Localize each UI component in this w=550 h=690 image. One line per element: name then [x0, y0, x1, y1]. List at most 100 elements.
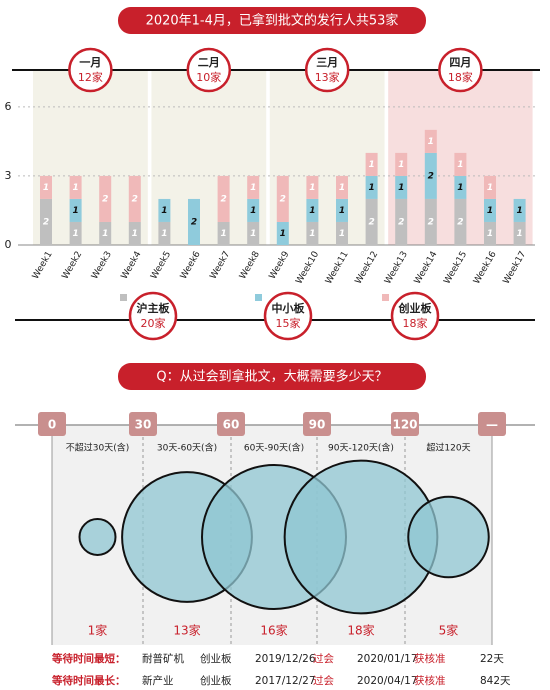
table-cell: 创业板: [200, 674, 232, 687]
month-badge: [438, 47, 483, 93]
data-label: 1: [457, 183, 463, 193]
month-total: 18家: [448, 70, 473, 84]
bar-segment: [99, 175, 112, 222]
bar-segment: [336, 175, 348, 199]
legend-swatch: [382, 294, 389, 301]
x-tick-label: Week9: [268, 250, 292, 282]
bar-segment: [306, 221, 319, 245]
data-label: 2: [398, 217, 404, 227]
chart-title: 2020年1-4月，已拿到批文的发行人共53家: [146, 13, 399, 29]
interval-label: —: [486, 418, 498, 432]
data-label: 2: [220, 194, 226, 204]
bar-segment: [306, 175, 319, 199]
bar-segment: [365, 152, 378, 176]
interval-label: 60: [223, 418, 240, 432]
data-label: 1: [516, 229, 522, 239]
bar-segment: [247, 198, 260, 222]
data-label: 1: [368, 183, 374, 193]
x-tick-label: Week1: [31, 250, 55, 281]
month-badge: [304, 47, 350, 93]
x-tick-label: Week12: [354, 250, 381, 286]
x-tick-label: Week7: [209, 250, 233, 281]
month-badge: [68, 47, 113, 93]
bar-segment: [454, 198, 467, 245]
value-label: 1家: [88, 623, 108, 638]
month-total: 12家: [78, 70, 103, 84]
month-band: [151, 70, 267, 245]
data-label: 2: [428, 171, 434, 181]
data-label: 1: [102, 229, 108, 239]
data-label: 1: [280, 229, 286, 239]
value-label: 13家: [173, 623, 200, 638]
data-label: 1: [72, 206, 78, 216]
x-tick-label: Week5: [149, 250, 173, 281]
value-label: 5家: [439, 623, 459, 638]
bar-segment: [99, 221, 112, 245]
data-label: 1: [339, 183, 345, 193]
x-tick-label: Week14: [413, 250, 440, 287]
data-label: 1: [487, 183, 493, 193]
bar-segment: [424, 129, 437, 153]
bar-segment: [128, 221, 141, 245]
bar-segment: [276, 221, 289, 245]
data-label: 2: [191, 217, 197, 227]
data-label: 1: [339, 229, 345, 239]
month-label: 三月: [316, 56, 338, 69]
interval-box: [38, 412, 66, 436]
month-badge: [186, 47, 232, 93]
table-cell: 22天: [480, 653, 504, 665]
bar-segment: [365, 198, 378, 245]
bar-segment: [217, 221, 230, 245]
x-tick-label: Week16: [472, 250, 499, 287]
category-label: 不超过30天(含): [66, 442, 129, 454]
value-label: 16家: [260, 623, 287, 638]
bar-segment: [395, 175, 408, 199]
interval-box: [217, 412, 245, 436]
data-label: 1: [309, 229, 315, 239]
legend-label: 创业板: [398, 301, 433, 315]
data-label: 1: [339, 206, 345, 216]
x-tick-label: Week3: [90, 250, 114, 281]
bar-segment: [336, 221, 348, 245]
data-label: 1: [516, 206, 522, 216]
bar-segment: [395, 198, 408, 245]
interval-label: 90: [309, 418, 326, 432]
table-cell: 过会: [313, 652, 334, 665]
legend-label: 中小板: [272, 301, 306, 315]
table-cell: 创业板: [200, 652, 232, 665]
legend-label: 沪主板: [137, 301, 171, 315]
bar-segment: [336, 198, 348, 222]
data-label: 2: [43, 217, 49, 227]
data-label: 1: [309, 206, 315, 216]
data-label: 1: [487, 229, 493, 239]
category-label: 30天-60天(含): [157, 442, 217, 454]
legend-total: 20家: [141, 316, 166, 330]
table-cell: 2020/04/17: [357, 675, 418, 687]
x-tick-label: Week4: [120, 250, 144, 282]
data-label: 1: [161, 206, 167, 216]
bar-segment: [484, 221, 496, 245]
x-tick-label: Week11: [324, 250, 351, 286]
data-label: 1: [398, 160, 404, 170]
bar-segment: [40, 198, 52, 245]
table-cell: 新产业: [142, 674, 174, 687]
data-label: 1: [72, 229, 78, 239]
table-cell: 获核准: [414, 652, 446, 665]
data-label: 1: [161, 229, 167, 239]
bar-segment: [40, 175, 52, 199]
x-tick-label: Week8: [238, 250, 262, 282]
month-total: 13家: [315, 70, 340, 84]
bar-segment: [276, 175, 289, 222]
table-cell: 2020/01/17: [357, 653, 418, 665]
x-tick-label: Week6: [179, 250, 203, 282]
chart-title: Q：从过会到拿批文，大概需要多少天？: [156, 369, 387, 385]
bar-segment: [158, 221, 171, 245]
legend-total: 15家: [276, 316, 301, 330]
legend-badge: [263, 291, 313, 341]
month-label: 四月: [449, 56, 471, 69]
category-label: 90天-120天(含): [328, 442, 394, 454]
y-tick-label: 3: [5, 169, 12, 182]
table-cell: 2019/12/26: [255, 653, 316, 665]
interval-box: [391, 412, 419, 436]
table-cell: 2017/12/27: [255, 675, 316, 687]
